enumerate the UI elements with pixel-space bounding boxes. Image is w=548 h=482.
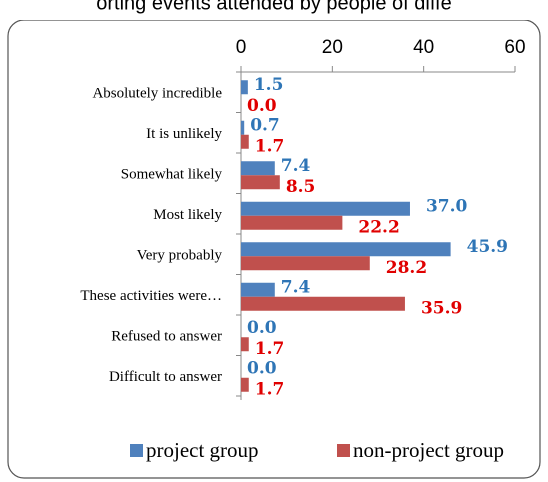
bar	[241, 337, 249, 352]
value-label: 0.0	[247, 318, 277, 338]
bar	[241, 242, 451, 257]
value-label: 8.5	[286, 177, 316, 197]
value-label: 37.0	[426, 196, 468, 216]
value-label: 35.9	[421, 298, 462, 318]
y-tick-label: It is unlikely	[146, 126, 222, 142]
y-tick-label: Somewhat likely	[121, 167, 223, 183]
bar	[241, 134, 249, 149]
y-tick-label: These activities were…	[80, 288, 222, 304]
value-label: 1.5	[254, 75, 284, 95]
x-tick-label: 0	[236, 37, 247, 58]
bar	[241, 282, 275, 297]
title-backdrop	[0, 0, 548, 20]
bar	[241, 215, 343, 230]
bar	[241, 80, 248, 95]
value-label: 0.0	[247, 358, 277, 378]
value-label: 28.2	[386, 258, 427, 278]
y-tick-label: Absolutely incredible	[92, 86, 222, 102]
bar	[241, 377, 249, 392]
chart-title: orting events attended by people of diff…	[96, 0, 451, 14]
bar	[241, 256, 370, 271]
x-tick-label: 20	[322, 37, 343, 58]
y-tick-label: Very probably	[137, 248, 223, 264]
y-tick-label: Refused to answer	[111, 329, 222, 345]
value-label: 0.7	[250, 115, 280, 135]
legend-label: non-project group	[353, 438, 504, 462]
y-tick-label: Most likely	[153, 207, 222, 223]
legend-label: project group	[146, 438, 259, 462]
bar	[241, 175, 280, 190]
value-label: 7.4	[281, 277, 311, 297]
x-tick-label: 60	[504, 37, 525, 58]
value-label: 1.7	[255, 339, 285, 359]
legend-swatch	[130, 444, 143, 457]
legend-swatch	[337, 444, 350, 457]
value-label: 1.7	[255, 136, 285, 156]
value-label: 45.9	[467, 237, 508, 257]
value-label: 0.0	[247, 96, 277, 116]
x-tick-label: 40	[413, 37, 434, 58]
value-label: 7.4	[281, 156, 311, 176]
bar	[241, 161, 275, 176]
value-label: 22.2	[358, 217, 399, 237]
bar	[241, 120, 245, 135]
bar	[241, 201, 410, 216]
value-label: 1.7	[255, 379, 285, 399]
bar	[241, 296, 405, 311]
y-tick-label: Difficult to answer	[109, 369, 222, 385]
